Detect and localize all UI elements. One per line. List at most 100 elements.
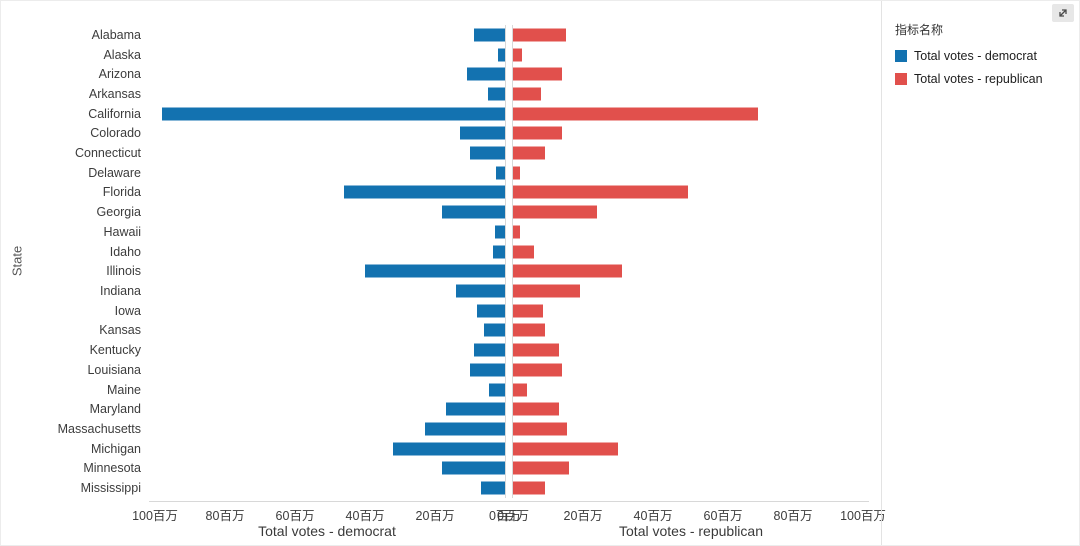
democrat-bar[interactable]: [344, 185, 505, 199]
x-axis-tick-label: 40百万: [345, 509, 385, 523]
axis-zero-gap: [505, 359, 513, 380]
republican-bar[interactable]: [513, 28, 566, 42]
state-label: Massachusetts: [57, 421, 141, 436]
chart-row: Colorado: [1, 123, 869, 144]
republican-bar[interactable]: [513, 481, 545, 495]
democrat-track: [149, 25, 505, 45]
legend-swatch-icon: [895, 50, 907, 62]
republican-bar[interactable]: [513, 166, 520, 180]
democrat-bar[interactable]: [162, 107, 505, 121]
republican-track: [513, 399, 869, 419]
state-label: Georgia: [96, 205, 141, 220]
republican-bar[interactable]: [513, 107, 758, 121]
democrat-track: [149, 104, 505, 124]
republican-track: [513, 25, 869, 45]
legend: 指标名称 Total votes - democrat Total votes -…: [895, 21, 1075, 95]
democrat-bar[interactable]: [442, 205, 505, 219]
democrat-bar[interactable]: [466, 67, 505, 81]
chart-row: Hawaii: [1, 222, 869, 242]
state-label: Colorado: [90, 126, 141, 141]
republican-bar[interactable]: [513, 402, 559, 416]
democrat-bar[interactable]: [459, 126, 505, 140]
democrat-track: [149, 183, 505, 203]
legend-item[interactable]: Total votes - republican: [895, 72, 1075, 86]
democrat-bar[interactable]: [470, 363, 505, 377]
democrat-bar[interactable]: [473, 343, 505, 357]
chart-row: Maine: [1, 379, 869, 400]
chart-row: Arkansas: [1, 84, 869, 104]
republican-bar[interactable]: [513, 67, 562, 81]
democrat-track: [149, 340, 505, 360]
state-label: Arizona: [98, 67, 141, 82]
state-label: Connecticut: [74, 146, 141, 161]
republican-bar[interactable]: [513, 304, 543, 318]
republican-track: [513, 380, 869, 400]
republican-bar[interactable]: [513, 264, 622, 278]
republican-bar[interactable]: [513, 48, 522, 62]
republican-track: [513, 458, 869, 478]
axis-zero-gap: [505, 419, 513, 439]
republican-bar[interactable]: [513, 284, 580, 298]
axis-zero-gap: [505, 222, 513, 242]
republican-bar[interactable]: [513, 323, 545, 337]
x-axis-tick-label: 20百万: [415, 509, 455, 523]
x-axis-line: [149, 501, 869, 502]
democrat-bar[interactable]: [470, 146, 505, 160]
democrat-bar[interactable]: [480, 481, 505, 495]
axis-zero-gap: [505, 478, 513, 498]
republican-bar[interactable]: [513, 126, 562, 140]
democrat-bar[interactable]: [473, 28, 505, 42]
republican-bar[interactable]: [513, 422, 568, 436]
republican-track: [513, 104, 869, 124]
republican-bar[interactable]: [513, 363, 562, 377]
republican-bar[interactable]: [513, 205, 597, 219]
state-label: Alabama: [91, 27, 141, 42]
state-label: Idaho: [109, 244, 141, 259]
state-label: Hawaii: [103, 224, 141, 239]
chart-row: Idaho: [1, 241, 869, 262]
republican-track: [513, 478, 869, 498]
republican-bar[interactable]: [513, 146, 545, 160]
chart-row: Michigan: [1, 438, 869, 459]
democrat-bar[interactable]: [393, 442, 505, 456]
democrat-bar[interactable]: [494, 225, 505, 239]
democrat-bar[interactable]: [442, 461, 505, 475]
democrat-bar[interactable]: [489, 383, 505, 396]
republican-bar[interactable]: [513, 185, 688, 199]
x-axis-tick-label: 60百万: [275, 509, 315, 523]
republican-bar[interactable]: [513, 87, 541, 101]
republican-bar[interactable]: [513, 442, 618, 456]
democrat-track: [149, 478, 505, 498]
democrat-track: [149, 399, 505, 419]
axis-zero-gap: [505, 103, 513, 124]
republican-track: [513, 163, 869, 183]
republican-bar[interactable]: [513, 225, 520, 239]
axis-zero-gap: [505, 182, 513, 203]
x-axis-tick-label: 0百万: [497, 509, 529, 523]
democrat-bar[interactable]: [477, 304, 505, 318]
axis-zero-gap: [505, 44, 513, 65]
democrat-bar[interactable]: [445, 402, 505, 416]
axis-zero-gap: [505, 64, 513, 85]
democrat-bar[interactable]: [492, 245, 505, 259]
republican-track: [513, 360, 869, 380]
democrat-bar[interactable]: [365, 264, 505, 278]
democrat-bar[interactable]: [498, 48, 505, 62]
republican-track: [513, 143, 869, 163]
axis-zero-gap: [505, 143, 513, 163]
republican-bar[interactable]: [513, 343, 559, 357]
democrat-bar[interactable]: [424, 422, 505, 436]
republican-bar[interactable]: [513, 461, 569, 475]
republican-bar[interactable]: [513, 245, 534, 259]
republican-bar[interactable]: [513, 383, 527, 396]
x-axis-ticks: 100百万 80百万 60百万 40百万 20百万 0百万 0百万 20百万 40百万 60百万 8…: [1, 505, 886, 523]
legend-items: Total votes - democrat Total votes - repu…: [895, 49, 1075, 86]
democrat-bar[interactable]: [484, 323, 505, 337]
republican-track: [513, 84, 869, 104]
democrat-bar[interactable]: [487, 87, 505, 101]
democrat-bar[interactable]: [496, 166, 505, 180]
legend-item[interactable]: Total votes - democrat: [895, 49, 1075, 63]
democrat-track: [149, 380, 505, 400]
expand-icon[interactable]: [1052, 4, 1074, 22]
democrat-bar[interactable]: [456, 284, 505, 298]
